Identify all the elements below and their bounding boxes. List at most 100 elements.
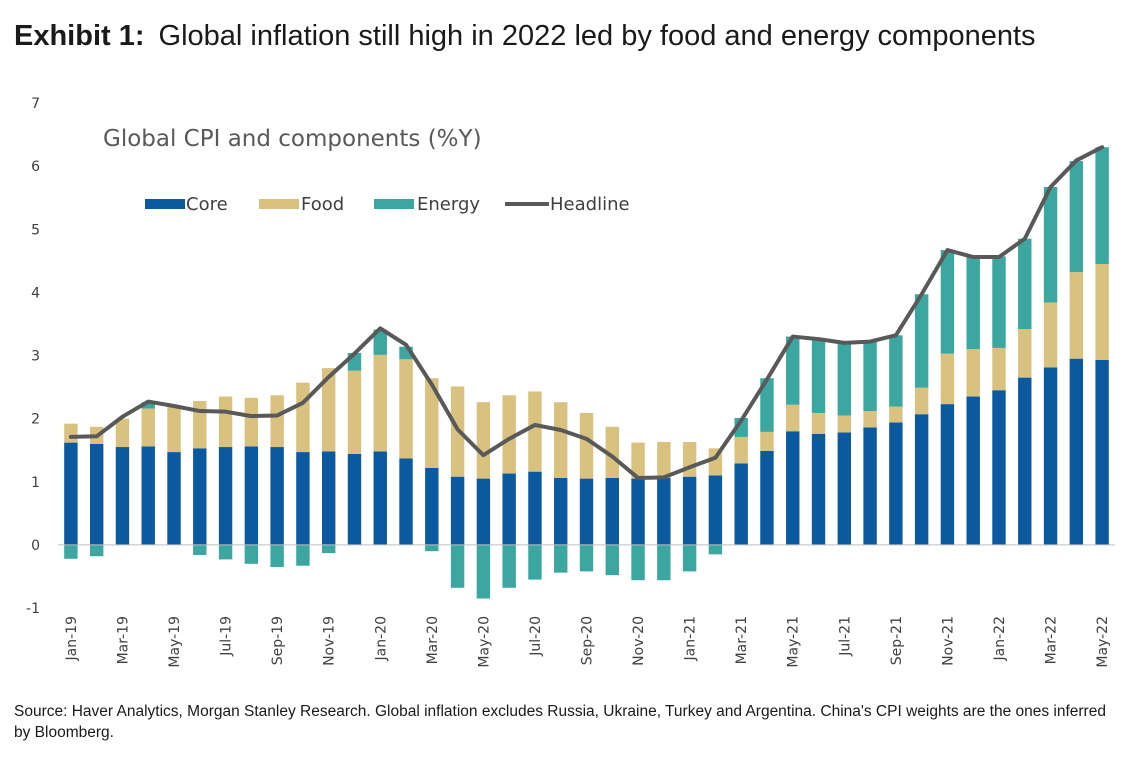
energy-bar xyxy=(141,402,155,409)
core-bar xyxy=(1069,358,1084,545)
core-bar xyxy=(631,478,645,545)
x-tick-label: Sep-19 xyxy=(270,616,286,665)
food-bar xyxy=(476,402,491,479)
food-bar xyxy=(373,354,387,452)
energy-bar xyxy=(89,544,104,557)
energy-bar xyxy=(760,378,774,432)
energy-bar xyxy=(631,544,645,581)
energy-bar xyxy=(889,335,903,407)
food-bar xyxy=(682,441,697,477)
energy-bar xyxy=(966,256,980,350)
food-bar xyxy=(631,442,645,479)
energy-bar xyxy=(476,544,491,599)
core-bar xyxy=(1018,377,1032,545)
x-tick-label: Jan-21 xyxy=(683,616,699,661)
core-bar xyxy=(708,475,723,545)
energy-bar xyxy=(1018,238,1032,329)
chart-subtitle: Global CPI and components (%Y) xyxy=(103,126,482,152)
food-bar xyxy=(141,408,155,447)
y-tick-label: -1 xyxy=(26,601,40,617)
food-bar xyxy=(966,349,980,397)
legend-swatch xyxy=(374,199,414,209)
energy-bar xyxy=(1095,147,1109,264)
food-bar xyxy=(502,395,516,474)
energy-bar xyxy=(64,544,78,559)
energy-bar xyxy=(992,256,1006,348)
core-bar xyxy=(115,447,130,545)
food-bar xyxy=(347,370,362,454)
food-bar xyxy=(579,412,594,479)
core-bar xyxy=(940,404,955,545)
food-bar xyxy=(167,406,181,453)
core-bar xyxy=(218,447,233,545)
y-tick-label: 0 xyxy=(31,538,40,554)
exhibit-title-text: Global inflation still high in 2022 led … xyxy=(158,20,1036,52)
food-bar xyxy=(605,426,619,478)
core-bar xyxy=(528,471,542,545)
food-bar xyxy=(115,418,130,448)
food-bar xyxy=(321,368,336,452)
energy-bar xyxy=(502,544,516,588)
x-tick-label: Jan-22 xyxy=(992,616,1008,661)
y-tick-label: 7 xyxy=(31,96,40,112)
food-bar xyxy=(64,423,78,443)
legend-label: Headline xyxy=(550,194,630,215)
x-tick-label: Jan-19 xyxy=(64,616,80,661)
core-bar xyxy=(579,478,594,545)
food-bar xyxy=(914,387,929,415)
x-tick-label: Sep-21 xyxy=(889,616,905,665)
core-bar xyxy=(244,446,259,545)
core-bar xyxy=(373,451,387,545)
energy-bar xyxy=(863,341,877,412)
core-bar xyxy=(760,450,774,545)
core-bar xyxy=(193,448,207,545)
core-bar xyxy=(811,433,826,545)
core-bar xyxy=(889,422,903,545)
energy-bar xyxy=(296,544,310,566)
energy-bar xyxy=(708,544,723,555)
core-bar xyxy=(425,467,439,545)
food-bar xyxy=(734,436,748,464)
energy-bar xyxy=(218,544,233,560)
core-bar xyxy=(554,477,568,545)
core-bar xyxy=(450,476,465,545)
x-tick-label: Sep-20 xyxy=(580,616,596,665)
y-tick-label: 2 xyxy=(31,412,40,428)
core-bar xyxy=(141,446,155,545)
x-axis: Jan-19 Mar-19 May-19 Jul-19 Sep-19 Nov-19 Jan-… xyxy=(64,616,1111,668)
core-bar xyxy=(270,447,284,545)
energy-bar xyxy=(450,544,465,588)
core-bar xyxy=(837,432,852,545)
core-bar xyxy=(786,431,800,545)
chart-legend: Core Food Energy Headline xyxy=(145,194,630,215)
core-bar xyxy=(682,476,697,545)
energy-bar xyxy=(270,544,284,567)
energy-bar xyxy=(1069,161,1084,273)
core-bar xyxy=(966,396,980,545)
core-bar xyxy=(1095,359,1109,545)
food-bar xyxy=(244,397,259,447)
energy-bar xyxy=(1043,186,1058,303)
y-tick-label: 3 xyxy=(31,349,40,365)
core-bar xyxy=(64,442,78,545)
x-tick-label: Jan-20 xyxy=(373,616,389,661)
legend-swatch xyxy=(259,199,299,209)
food-bar xyxy=(760,431,774,451)
energy-bar xyxy=(914,294,929,388)
x-tick-label: Nov-20 xyxy=(631,616,647,666)
x-tick-label: May-22 xyxy=(1095,616,1111,668)
x-tick-label: Jul-20 xyxy=(528,616,544,657)
core-bar xyxy=(399,458,413,545)
energy-bar xyxy=(657,544,671,581)
food-bar xyxy=(193,400,207,449)
core-bar xyxy=(476,478,491,545)
energy-bar xyxy=(786,336,800,405)
energy-bar xyxy=(579,544,594,572)
food-bar xyxy=(1018,328,1032,378)
legend-swatch xyxy=(145,199,185,209)
food-bar xyxy=(399,359,413,459)
legend-label: Energy xyxy=(417,194,480,215)
food-bar xyxy=(992,347,1006,391)
food-bar xyxy=(528,391,542,472)
core-bar xyxy=(863,427,877,545)
